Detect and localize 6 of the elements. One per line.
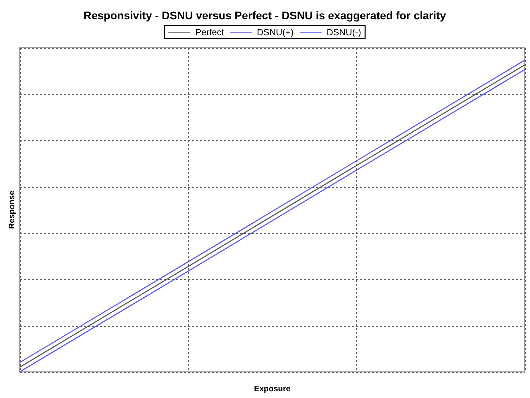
legend-label: DSNU(-): [326, 28, 362, 38]
legend-label: Perfect: [196, 28, 225, 38]
chart-title: Responsivity - DSNU versus Perfect - DSNU is exaggerated for clarity: [84, 10, 448, 22]
y-axis-title: Response: [8, 190, 16, 230]
x-axis-title: Exposure: [254, 384, 292, 394]
legend-label: DSNU(+): [257, 28, 294, 38]
